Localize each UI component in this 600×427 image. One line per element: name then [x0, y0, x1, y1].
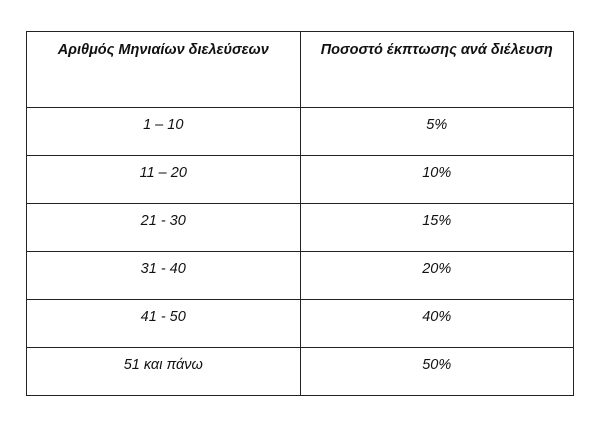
- table-row: 1 – 10 5%: [26, 107, 574, 156]
- discount-cell: 50%: [299, 347, 574, 396]
- discount-cell: 15%: [299, 203, 574, 252]
- discount-cell: 20%: [299, 251, 574, 300]
- crossings-cell: 31 - 40: [26, 251, 301, 300]
- crossings-cell: 11 – 20: [26, 155, 301, 204]
- discount-table: Αριθμός Μηνιαίων διελεύσεων Ποσοστό έκπτ…: [26, 31, 574, 396]
- table-row: 11 – 20 10%: [26, 155, 574, 204]
- header-monthly-crossings: Αριθμός Μηνιαίων διελεύσεων: [26, 31, 301, 108]
- crossings-cell: 21 - 30: [26, 203, 301, 252]
- crossings-cell: 41 - 50: [26, 299, 301, 348]
- discount-cell: 5%: [299, 107, 574, 156]
- table-row: 51 και πάνω 50%: [26, 347, 574, 396]
- discount-cell: 10%: [299, 155, 574, 204]
- table-row: 31 - 40 20%: [26, 251, 574, 300]
- table-row: 41 - 50 40%: [26, 299, 574, 348]
- crossings-cell: 51 και πάνω: [26, 347, 301, 396]
- header-discount-percent: Ποσοστό έκπτωσης ανά διέλευση: [299, 31, 574, 108]
- crossings-cell: 1 – 10: [26, 107, 301, 156]
- header-row: Αριθμός Μηνιαίων διελεύσεων Ποσοστό έκπτ…: [26, 31, 574, 108]
- discount-cell: 40%: [299, 299, 574, 348]
- table-row: 21 - 30 15%: [26, 203, 574, 252]
